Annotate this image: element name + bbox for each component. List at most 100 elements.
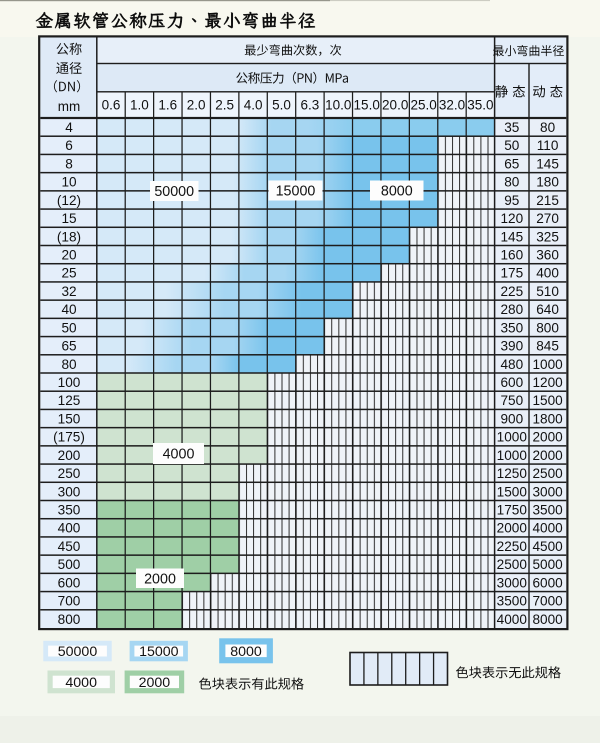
svg-text:8000: 8000	[381, 184, 413, 200]
svg-text:3000: 3000	[532, 484, 563, 499]
svg-text:1500: 1500	[497, 484, 528, 499]
svg-text:4000: 4000	[532, 521, 563, 536]
svg-text:2500: 2500	[532, 466, 563, 481]
svg-text:80: 80	[61, 357, 77, 372]
svg-text:65: 65	[504, 156, 519, 171]
svg-text:35.0: 35.0	[467, 98, 493, 113]
svg-text:25: 25	[61, 266, 76, 281]
svg-text:800: 800	[58, 612, 81, 627]
svg-text:4000: 4000	[163, 447, 195, 463]
svg-text:640: 640	[536, 302, 559, 317]
svg-text:6.3: 6.3	[301, 98, 320, 113]
svg-text:480: 480	[500, 357, 523, 372]
svg-text:1500: 1500	[532, 393, 563, 408]
svg-text:1000: 1000	[497, 448, 528, 463]
svg-text:215: 215	[536, 193, 559, 208]
svg-text:270: 270	[536, 211, 559, 226]
svg-text:(175): (175)	[53, 430, 85, 445]
svg-text:400: 400	[58, 521, 81, 536]
svg-text:300: 300	[58, 484, 81, 499]
svg-text:4.0: 4.0	[244, 98, 263, 113]
svg-text:400: 400	[536, 266, 559, 281]
svg-text:845: 845	[536, 339, 559, 354]
svg-text:8000: 8000	[532, 612, 563, 627]
svg-text:600: 600	[500, 375, 523, 390]
svg-text:900: 900	[500, 411, 523, 426]
svg-text:100: 100	[58, 375, 81, 390]
svg-text:6: 6	[65, 138, 73, 153]
svg-text:35: 35	[504, 120, 519, 135]
svg-text:500: 500	[58, 557, 81, 572]
svg-text:1250: 1250	[497, 466, 528, 481]
svg-text:32.0: 32.0	[439, 98, 465, 113]
svg-text:6000: 6000	[532, 575, 563, 590]
svg-text:800: 800	[536, 320, 559, 335]
svg-text:20.0: 20.0	[382, 98, 408, 113]
svg-text:1200: 1200	[532, 375, 563, 390]
svg-text:350: 350	[58, 503, 81, 518]
svg-text:95: 95	[504, 193, 519, 208]
svg-text:2250: 2250	[497, 539, 528, 554]
svg-text:510: 510	[536, 284, 559, 299]
svg-text:1.6: 1.6	[158, 98, 177, 113]
svg-text:2000: 2000	[139, 675, 171, 691]
svg-text:110: 110	[537, 138, 559, 153]
svg-text:50000: 50000	[58, 644, 98, 660]
svg-text:145: 145	[500, 229, 523, 244]
svg-text:25.0: 25.0	[410, 98, 436, 113]
svg-text:50: 50	[504, 138, 520, 153]
svg-text:4000: 4000	[65, 675, 97, 691]
svg-text:2000: 2000	[144, 572, 176, 588]
svg-text:280: 280	[500, 302, 523, 317]
svg-text:4000: 4000	[497, 612, 528, 627]
svg-text:0.6: 0.6	[102, 98, 121, 113]
svg-text:15000: 15000	[139, 644, 179, 660]
svg-text:2000: 2000	[497, 521, 528, 536]
svg-text:1750: 1750	[497, 503, 528, 518]
svg-text:1000: 1000	[497, 430, 528, 445]
svg-text:145: 145	[536, 156, 559, 171]
svg-text:2.0: 2.0	[187, 98, 206, 113]
svg-text:180: 180	[536, 175, 559, 190]
svg-text:15.0: 15.0	[354, 98, 380, 113]
svg-text:15: 15	[61, 211, 76, 226]
svg-text:10.0: 10.0	[325, 98, 351, 113]
svg-text:450: 450	[58, 539, 81, 554]
svg-text:80: 80	[504, 175, 520, 190]
svg-text:350: 350	[500, 320, 523, 335]
svg-text:50000: 50000	[154, 184, 194, 200]
svg-text:1800: 1800	[532, 411, 563, 426]
svg-text:50: 50	[61, 320, 77, 335]
svg-text:2000: 2000	[532, 448, 563, 463]
svg-text:7000: 7000	[532, 594, 563, 609]
svg-text:120: 120	[500, 211, 523, 226]
svg-text:150: 150	[58, 411, 81, 426]
svg-text:125: 125	[58, 393, 81, 408]
svg-text:10: 10	[61, 175, 77, 190]
svg-text:225: 225	[500, 284, 523, 299]
svg-text:700: 700	[58, 594, 81, 609]
svg-text:2.5: 2.5	[215, 98, 234, 113]
svg-text:80: 80	[540, 120, 556, 135]
svg-text:3000: 3000	[497, 575, 528, 590]
svg-text:5000: 5000	[532, 557, 563, 572]
svg-text:mm: mm	[58, 99, 81, 114]
svg-text:8000: 8000	[230, 644, 262, 660]
svg-text:160: 160	[500, 248, 523, 263]
svg-text:32: 32	[61, 284, 76, 299]
svg-text:600: 600	[58, 575, 81, 590]
svg-text:4500: 4500	[532, 539, 563, 554]
svg-text:3500: 3500	[497, 594, 528, 609]
svg-text:360: 360	[536, 248, 559, 263]
svg-text:250: 250	[58, 466, 81, 481]
svg-text:8: 8	[65, 156, 73, 171]
svg-text:390: 390	[500, 339, 523, 354]
svg-text:1000: 1000	[532, 357, 563, 372]
svg-text:2500: 2500	[497, 557, 528, 572]
svg-text:(18): (18)	[57, 229, 81, 244]
svg-text:750: 750	[500, 393, 523, 408]
svg-text:15000: 15000	[276, 184, 316, 200]
svg-text:65: 65	[61, 339, 76, 354]
svg-text:4: 4	[65, 120, 73, 135]
svg-text:175: 175	[500, 266, 523, 281]
